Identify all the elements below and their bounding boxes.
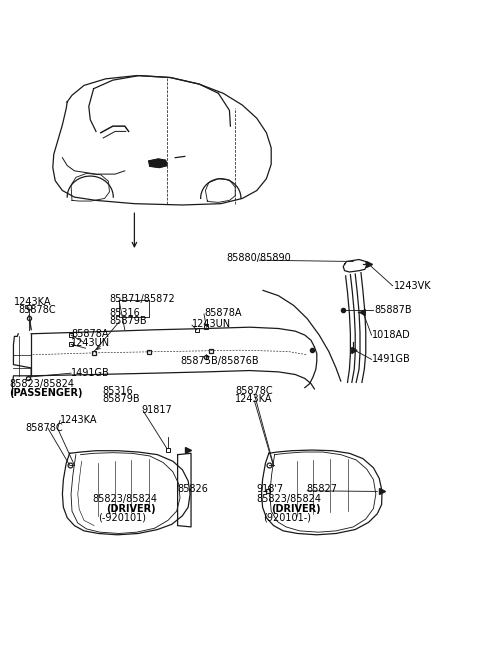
Text: 85875B/85876B: 85875B/85876B — [180, 356, 259, 367]
Text: 1243KA: 1243KA — [14, 297, 52, 307]
Text: 1243UN: 1243UN — [71, 338, 110, 348]
Text: 85878C: 85878C — [25, 423, 62, 434]
Text: 918'7: 918'7 — [257, 484, 284, 495]
Text: 1491GB: 1491GB — [372, 354, 411, 365]
Text: 85879B: 85879B — [109, 315, 147, 326]
Text: 85880/85890: 85880/85890 — [227, 252, 291, 263]
Text: 85878C: 85878C — [235, 386, 273, 396]
Text: 85823/85824: 85823/85824 — [10, 378, 74, 389]
Text: 85887B: 85887B — [374, 305, 412, 315]
Text: (PASSENGER): (PASSENGER) — [10, 388, 83, 398]
Text: 85823/85824: 85823/85824 — [92, 494, 157, 505]
Text: (DRIVER): (DRIVER) — [107, 503, 156, 514]
Text: (DRIVER): (DRIVER) — [271, 503, 321, 514]
Text: 85879B: 85879B — [102, 394, 140, 405]
Text: 1243KA: 1243KA — [235, 394, 273, 405]
Text: (-920101): (-920101) — [98, 512, 146, 523]
Text: 91817: 91817 — [142, 405, 172, 415]
Text: 1018AD: 1018AD — [372, 330, 411, 340]
Text: 1491GB: 1491GB — [71, 368, 110, 378]
Text: 1243UN: 1243UN — [192, 319, 231, 329]
Text: 85878A: 85878A — [204, 307, 241, 318]
Text: 85878A: 85878A — [71, 328, 108, 339]
Text: 85827: 85827 — [306, 484, 337, 495]
Text: 85B71/85872: 85B71/85872 — [109, 294, 175, 304]
Text: 1243VK: 1243VK — [394, 281, 431, 291]
Polygon shape — [149, 159, 167, 168]
Text: (920101-): (920101-) — [263, 512, 311, 523]
Text: 1243KA: 1243KA — [60, 415, 97, 426]
Text: 85878C: 85878C — [18, 305, 56, 315]
Text: 85823/85824: 85823/85824 — [257, 494, 322, 505]
Text: 85316: 85316 — [109, 307, 140, 318]
Text: 85826: 85826 — [178, 484, 208, 495]
Text: 85316: 85316 — [102, 386, 133, 396]
